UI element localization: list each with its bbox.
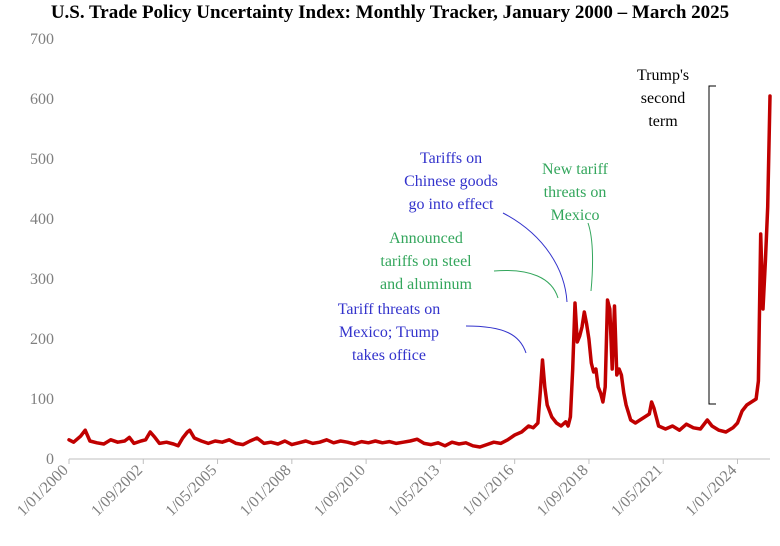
y-tick-label: 200	[30, 331, 54, 348]
y-tick-label: 300	[30, 271, 54, 288]
x-tick-label: 1/01/2024	[682, 462, 740, 520]
annotation-line: and aluminum	[380, 276, 473, 293]
annotation-line: threats on	[544, 184, 607, 201]
y-tick-label: 600	[30, 91, 54, 108]
x-tick-label: 1/09/2002	[88, 462, 146, 520]
x-tick-label: 1/05/2005	[162, 462, 220, 520]
annotation-line: Chinese goods	[404, 173, 498, 190]
annotation-tariff-threats-mexico: Tariff threats on Mexico; Trump takes offi…	[338, 301, 441, 364]
annotation-line: tariffs on steel	[380, 253, 472, 270]
annotation-line: Tariffs on	[420, 150, 482, 167]
x-tick-label: 1/09/2010	[311, 462, 369, 520]
y-tick-label: 0	[46, 451, 54, 468]
second-term-bracket	[708, 85, 716, 405]
x-tick-label: 1/01/2008	[237, 462, 295, 520]
y-tick-label: 400	[30, 211, 54, 228]
y-tick-label: 700	[30, 31, 54, 48]
x-tick-label: 1/05/2021	[608, 462, 666, 520]
annotation-line: go into effect	[408, 196, 494, 213]
annotation-trump-second-term: Trump's second term	[637, 67, 689, 130]
x-tick-label: 1/01/2016	[460, 462, 518, 520]
annotation-leader	[502, 212, 568, 303]
annotation-leader	[587, 222, 594, 292]
annotation-leader	[465, 325, 527, 354]
annotation-line: takes office	[352, 347, 426, 364]
x-tick-label: 1/09/2018	[534, 462, 592, 520]
annotation-line: New tariff	[542, 161, 609, 178]
chart-title: U.S. Trade Policy Uncertainty Index: Mon…	[50, 2, 730, 23]
annotation-tariffs-chinese-goods: Tariffs on Chinese goods go into effect	[404, 150, 498, 213]
x-tick-label: 1/05/2013	[385, 462, 443, 520]
annotation-leader	[493, 269, 559, 299]
annotation-new-tariff-mexico: New tariff threats on Mexico	[542, 161, 609, 224]
y-tick-label: 500	[30, 151, 54, 168]
annotation-line: term	[648, 113, 678, 130]
series-line	[67, 94, 772, 449]
annotation-line: second	[641, 90, 685, 107]
annotation-line: Mexico; Trump	[339, 324, 439, 341]
x-tick-label: 1/01/2000	[14, 462, 72, 520]
annotation-line: Trump's	[637, 67, 689, 84]
annotation-line: Announced	[389, 230, 463, 247]
annotation-line: Tariff threats on	[338, 301, 441, 318]
y-tick-label: 100	[30, 391, 54, 408]
annotation-line: Mexico	[551, 207, 600, 224]
annotation-steel-aluminum: Announced tariffs on steel and aluminum	[380, 230, 473, 293]
